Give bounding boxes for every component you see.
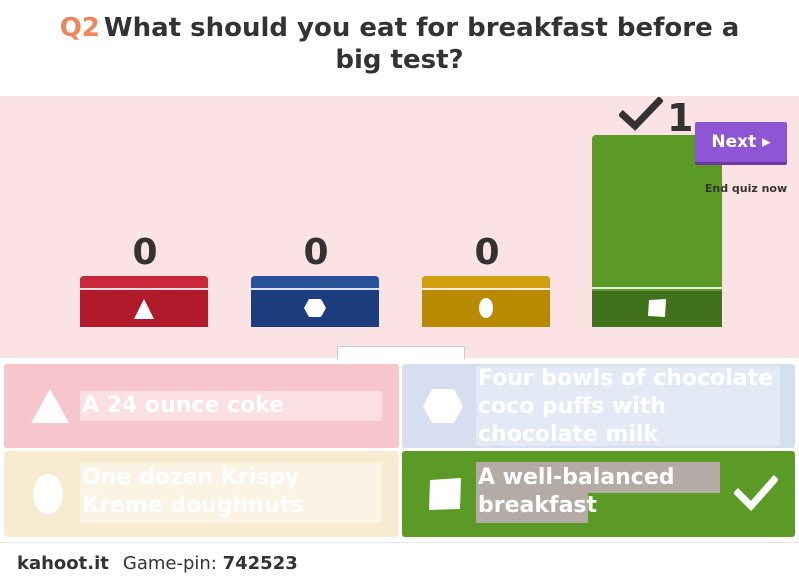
game-pin-label: Game-pin: — [122, 553, 217, 574]
checkmark-icon — [734, 475, 778, 511]
hexagon-icon — [423, 389, 463, 423]
result-bar-green — [592, 135, 722, 327]
answer-count-yellow: 0 — [474, 232, 500, 273]
answer-text-green: A well-balanced breakfast — [478, 465, 675, 518]
answer-text-blue: Four bowls of chocolate coco puffs with … — [478, 366, 774, 447]
question-number: Q2 — [59, 13, 100, 43]
triangle-icon — [134, 299, 154, 319]
answer-option-yellow[interactable]: One dozen Krispy Kreme doughnuts — [4, 451, 399, 537]
answer-option-green[interactable]: A well-balanced breakfast — [402, 451, 795, 537]
square-icon — [648, 299, 666, 317]
answer-count-red: 0 — [132, 232, 158, 273]
answer-text-yellow: One dozen Krispy Kreme doughnuts — [82, 465, 304, 518]
square-icon — [429, 478, 461, 510]
answer-count-green: 1 — [667, 96, 694, 140]
game-pin-value: 742523 — [222, 553, 298, 574]
answer-text-red: A 24 ounce coke — [82, 393, 285, 418]
triangle-icon — [31, 389, 69, 423]
footer-bar: kahoot.it Game-pin: 742523 — [0, 542, 799, 586]
hexagon-icon — [304, 299, 326, 317]
result-bar-yellow — [422, 276, 550, 327]
answer-option-red[interactable]: A 24 ounce coke — [4, 364, 399, 448]
brand-name: kahoot.it — [17, 553, 109, 574]
answer-count-blue: 0 — [303, 232, 329, 273]
question-title: Q2 What should you eat for breakfast befo… — [0, 0, 799, 96]
circle-icon — [33, 474, 63, 514]
result-bar-blue — [251, 276, 379, 327]
question-text: What should you eat for breakfast before… — [103, 13, 740, 75]
partial-popup — [337, 346, 465, 360]
correct-answer-count: 1 — [619, 96, 693, 140]
next-button[interactable]: Next ▸ — [695, 122, 787, 162]
circle-icon — [479, 298, 493, 318]
result-bar-red — [80, 276, 208, 327]
checkmark-icon — [619, 97, 663, 131]
answer-option-blue[interactable]: Four bowls of chocolate coco puffs with … — [402, 364, 795, 448]
end-quiz-link[interactable]: End quiz now — [704, 182, 788, 195]
